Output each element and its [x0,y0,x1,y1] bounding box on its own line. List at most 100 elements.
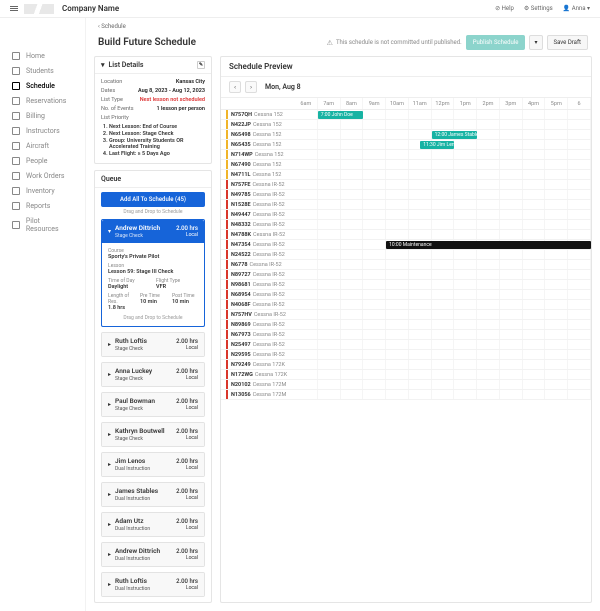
collapse-icon[interactable]: ▾ [108,228,111,235]
nav-pilot-resources[interactable]: Pilot Resources [0,213,85,236]
resource-row[interactable]: N79249Cessna 172K [221,360,295,370]
resource-row[interactable]: N47354Cessna IR-52 [221,240,295,250]
queue-card[interactable]: ▸Paul BowmanStage Check2.00 hrsLocal [101,392,205,417]
resource-row[interactable]: N65498Cessna 152 [221,130,295,140]
date-label: Mon, Aug 8 [265,83,301,91]
resource-row[interactable]: N68954Cessna IR-52 [221,290,295,300]
resource-row[interactable]: N67490Cessna 152 [221,160,295,170]
nav-home[interactable]: Home [0,48,85,63]
nav-work-orders[interactable]: Work Orders [0,168,85,183]
resource-row[interactable]: N4068FCessna IR-52 [221,300,295,310]
nav-schedule[interactable]: Schedule [0,78,85,93]
add-all-button[interactable]: Add All To Schedule (45) [101,192,205,207]
resource-row[interactable]: N49447Cessna IR-52 [221,210,295,220]
resource-row[interactable]: N29595Cessna IR-52 [221,350,295,360]
resource-row[interactable]: N1528ECessna IR-52 [221,200,295,210]
nav-icon [12,112,20,120]
expand-icon[interactable]: ▸ [108,581,111,588]
next-day-button[interactable]: › [245,81,257,93]
nav-icon [12,142,20,150]
prev-day-button[interactable]: ‹ [229,81,241,93]
resource-row[interactable]: N98681Cessna IR-52 [221,280,295,290]
queue-card[interactable]: ▸James StablesDual Instruction2.00 hrsLo… [101,482,205,507]
nav-icon [12,221,20,229]
preview-title: Schedule Preview [221,57,591,77]
nav-aircraft[interactable]: Aircraft [0,138,85,153]
schedule-event[interactable]: 7:00 John Doe [318,111,364,119]
company-name: Company Name [62,4,119,13]
nav-icon [12,82,20,90]
resource-row[interactable]: N67973Cessna IR-52 [221,330,295,340]
resource-row[interactable]: N4788KCessna IR-52 [221,230,295,240]
nav-icon [12,52,20,60]
resource-row[interactable]: N422JPCessna 152 [221,120,295,130]
breadcrumb[interactable]: Schedule [94,18,592,35]
expand-icon[interactable]: ▸ [108,401,111,408]
nav-reservations[interactable]: Reservations [0,93,85,108]
nav-instructors[interactable]: Instructors [0,123,85,138]
resource-row[interactable]: N757QHCessna 152 [221,110,295,120]
schedule-event[interactable]: 12:00 James Stables [432,131,478,139]
save-draft-button[interactable]: Save Draft [547,35,589,50]
nav-people[interactable]: People [0,153,85,168]
expand-icon[interactable]: ▸ [108,461,111,468]
help-link[interactable]: ⊘ Help [495,5,514,12]
edit-icon[interactable]: ✎ [197,61,205,69]
nav-icon [12,187,20,195]
publish-chevron[interactable]: ▾ [529,35,542,50]
settings-link[interactable]: ⚙ Settings [524,5,553,12]
nav-icon [12,97,20,105]
schedule-event[interactable]: 11:30 Jim Lenos [420,141,454,149]
queue-card[interactable]: ▸Adam UtzDual Instruction2.00 hrsLocal [101,512,205,537]
logo [24,4,54,14]
queue-card[interactable]: ▸Andrew DittrichDual Instruction2.00 hrs… [101,542,205,567]
resource-row[interactable]: N6778Cessna IR-52 [221,260,295,270]
publish-button[interactable]: Publish Schedule [466,35,526,50]
resource-row[interactable]: N49785Cessna IR-52 [221,190,295,200]
queue-card[interactable]: ▸Ruth LoftisDual Instruction2.00 hrsLoca… [101,572,205,597]
expand-icon[interactable]: ▸ [108,431,111,438]
queue-card-active[interactable]: ▾ Andrew Dittrich Stage Check 2.00 hrs L… [101,219,205,327]
queue-card[interactable]: ▸Ruth LoftisStage Check2.00 hrsLocal [101,332,205,357]
panel-title: List Details [109,61,144,69]
queue-title: Queue [101,175,121,183]
list-details-panel: ▾ List Details ✎ LocationKansas CityDate… [94,56,212,164]
resource-row[interactable]: N714WPCessna 152 [221,150,295,160]
resource-row[interactable]: N13056Cessna 172M [221,390,295,400]
resource-row[interactable]: N25497Cessna IR-52 [221,340,295,350]
expand-icon[interactable]: ▸ [108,491,111,498]
nav-billing[interactable]: Billing [0,108,85,123]
nav-students[interactable]: Students [0,63,85,78]
resource-row[interactable]: N20102Cessna 172M [221,380,295,390]
queue-card[interactable]: ▸Kathryn BoutwellStage Check2.00 hrsLoca… [101,422,205,447]
page-title: Build Future Schedule [98,37,196,48]
resource-row[interactable]: N4711LCessna 152 [221,170,295,180]
dds-hint: Drag and Drop to Schedule [101,209,205,215]
collapse-icon[interactable]: ▾ [101,61,105,69]
resource-row[interactable]: N48332Cessna IR-52 [221,220,295,230]
nav-icon [12,67,20,75]
nav-icon [12,127,20,135]
user-menu[interactable]: 👤 Anna ▾ [563,5,590,12]
queue-card[interactable]: ▸Anna LuckeyStage Check2.00 hrsLocal [101,362,205,387]
resource-row[interactable]: N89727Cessna IR-52 [221,270,295,280]
expand-icon[interactable]: ▸ [108,551,111,558]
nav-reports[interactable]: Reports [0,198,85,213]
menu-icon[interactable] [10,5,18,12]
nav-icon [12,202,20,210]
sidebar: HomeStudentsScheduleReservationsBillingI… [0,18,86,611]
nav-inventory[interactable]: Inventory [0,183,85,198]
schedule-event[interactable]: 10:00 Maintenance [386,241,591,249]
expand-icon[interactable]: ▸ [108,341,111,348]
warn-text: This schedule is not committed until pub… [327,39,462,47]
expand-icon[interactable]: ▸ [108,521,111,528]
resource-row[interactable]: N24522Cessna IR-52 [221,250,295,260]
resource-row[interactable]: N172WGCessna 172K [221,370,295,380]
resource-row[interactable]: N65435Cessna 152 [221,140,295,150]
queue-card[interactable]: ▸Jim LenosDual Instruction2.00 hrsLocal [101,452,205,477]
expand-icon[interactable]: ▸ [108,371,111,378]
resource-row[interactable]: N757FECessna IR-52 [221,180,295,190]
resource-row[interactable]: N757HVCessna IR-52 [221,310,295,320]
nav-icon [12,157,20,165]
resource-row[interactable]: N89869Cessna IR-52 [221,320,295,330]
